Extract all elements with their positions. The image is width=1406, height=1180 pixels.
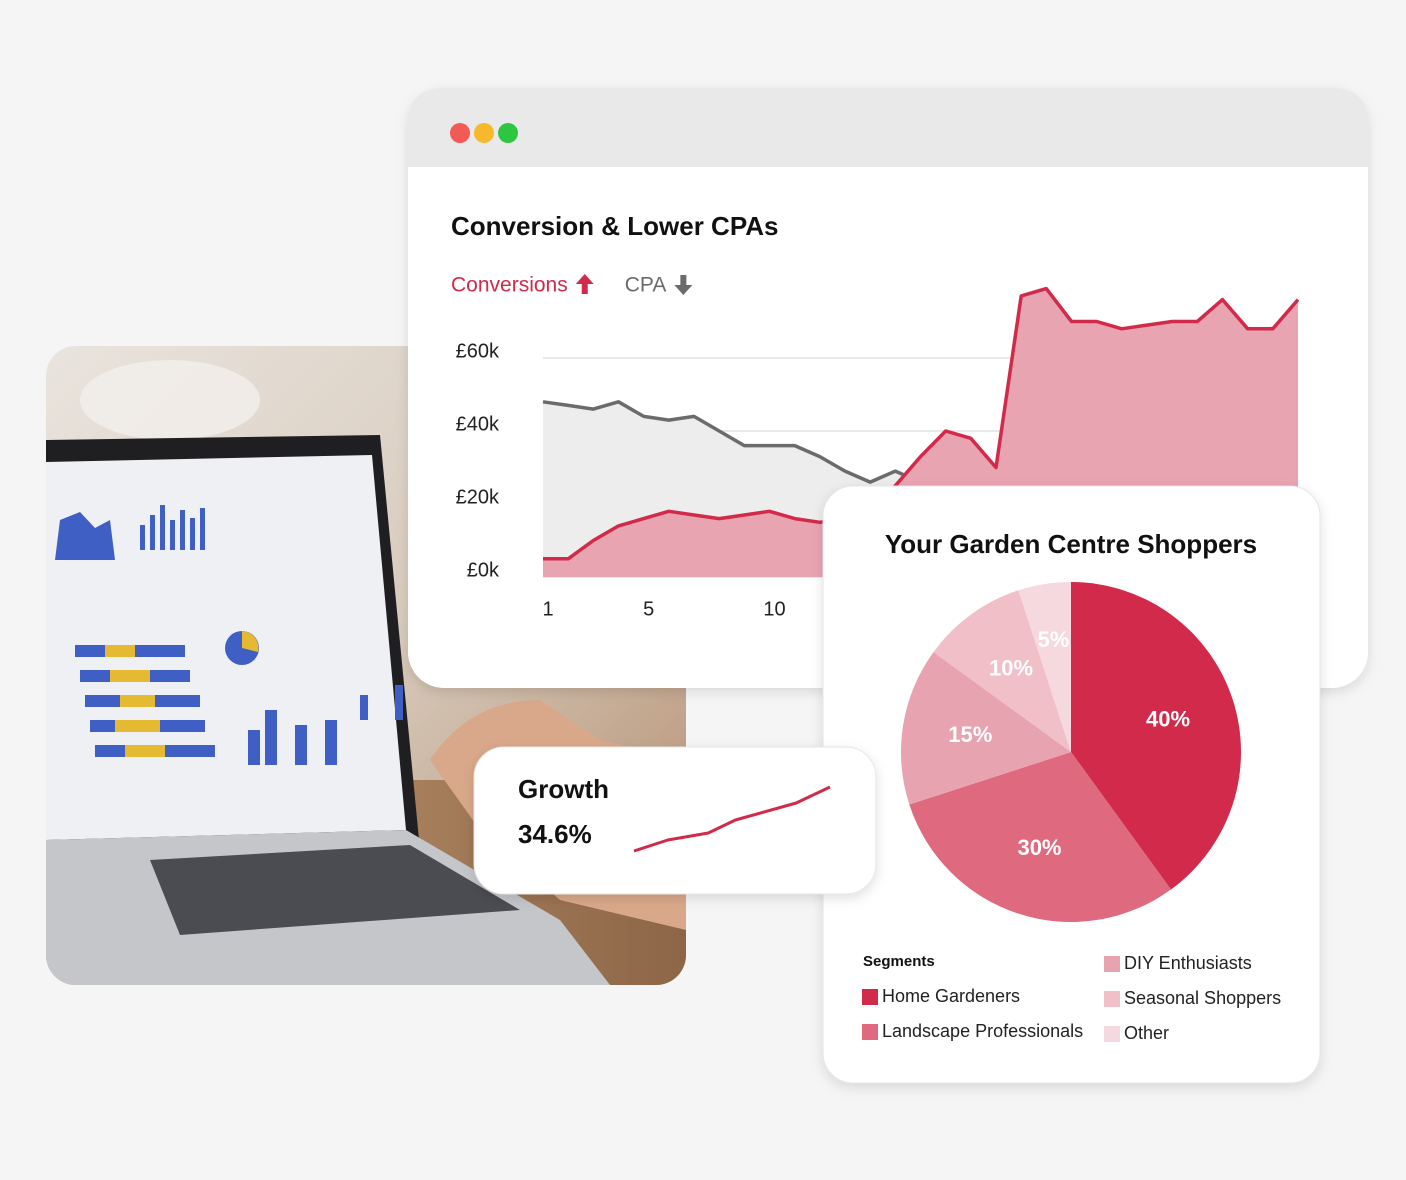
keyboard	[150, 845, 520, 935]
screen-pie-slice	[242, 631, 259, 652]
growth-card	[473, 746, 877, 895]
legend-arrow	[575, 274, 594, 294]
legend-swatch	[1104, 956, 1120, 972]
legend-arrow	[674, 275, 693, 295]
legend-entry: Conversions	[451, 274, 568, 297]
pie-slice	[901, 652, 1071, 805]
y-tick-label: £20k	[456, 486, 500, 508]
x-tick-label: 5	[643, 598, 654, 620]
legend-swatch	[862, 1024, 878, 1040]
y-tick-label: £60k	[456, 340, 500, 362]
screen-bars	[140, 505, 403, 765]
slice-label: 10%	[989, 655, 1033, 680]
pie-slice	[1018, 582, 1071, 752]
line	[543, 286, 1300, 561]
legend-label: Home Gardeners	[882, 986, 1020, 1006]
blur-object	[80, 360, 260, 440]
slice-label: 40%	[1146, 706, 1190, 731]
screen-area	[55, 512, 115, 560]
sparkline-path	[633, 785, 831, 853]
legend-label: Seasonal Shoppers	[1124, 988, 1281, 1008]
growth-value: 34.6%	[518, 819, 592, 849]
pie-chart: 40% 30% 15% 10%5% Home Gardeners Landscape Pr…	[862, 582, 1281, 1043]
legend-label: Other	[1124, 1023, 1169, 1043]
legend-title: Segments	[863, 953, 935, 970]
x-tick-label: 10	[763, 598, 785, 620]
window-dot	[450, 123, 470, 143]
window-dot	[474, 123, 494, 143]
pie-slice	[909, 752, 1171, 922]
growth-title: Growth	[518, 774, 609, 804]
pie-slice	[1071, 582, 1242, 890]
y-tick-label: £0k	[467, 559, 500, 581]
window-dot	[498, 123, 518, 143]
y-tick-label: £40k	[456, 413, 500, 435]
chart-title: Conversion & Lower CPAs	[451, 211, 778, 241]
legend-swatch	[1104, 991, 1120, 1007]
slice-label: 15%	[948, 722, 992, 747]
slice-label: 5%	[1038, 627, 1070, 652]
sparkline	[633, 785, 831, 853]
pie-slice	[933, 590, 1071, 752]
legend-entry: CPA	[625, 274, 667, 297]
legend-label: DIY Enthusiasts	[1124, 953, 1252, 973]
slice-label: 30%	[1017, 835, 1061, 860]
screen-hbars	[75, 645, 215, 757]
pie-title: Your Garden Centre Shoppers	[885, 529, 1257, 559]
legend-swatch	[1104, 1026, 1120, 1042]
legend-swatch	[862, 989, 878, 1005]
legend-label: Landscape Professionals	[882, 1021, 1083, 1041]
browser-header	[408, 88, 1368, 167]
growth-card-bg	[473, 746, 877, 895]
x-tick-label: 1	[542, 598, 553, 620]
